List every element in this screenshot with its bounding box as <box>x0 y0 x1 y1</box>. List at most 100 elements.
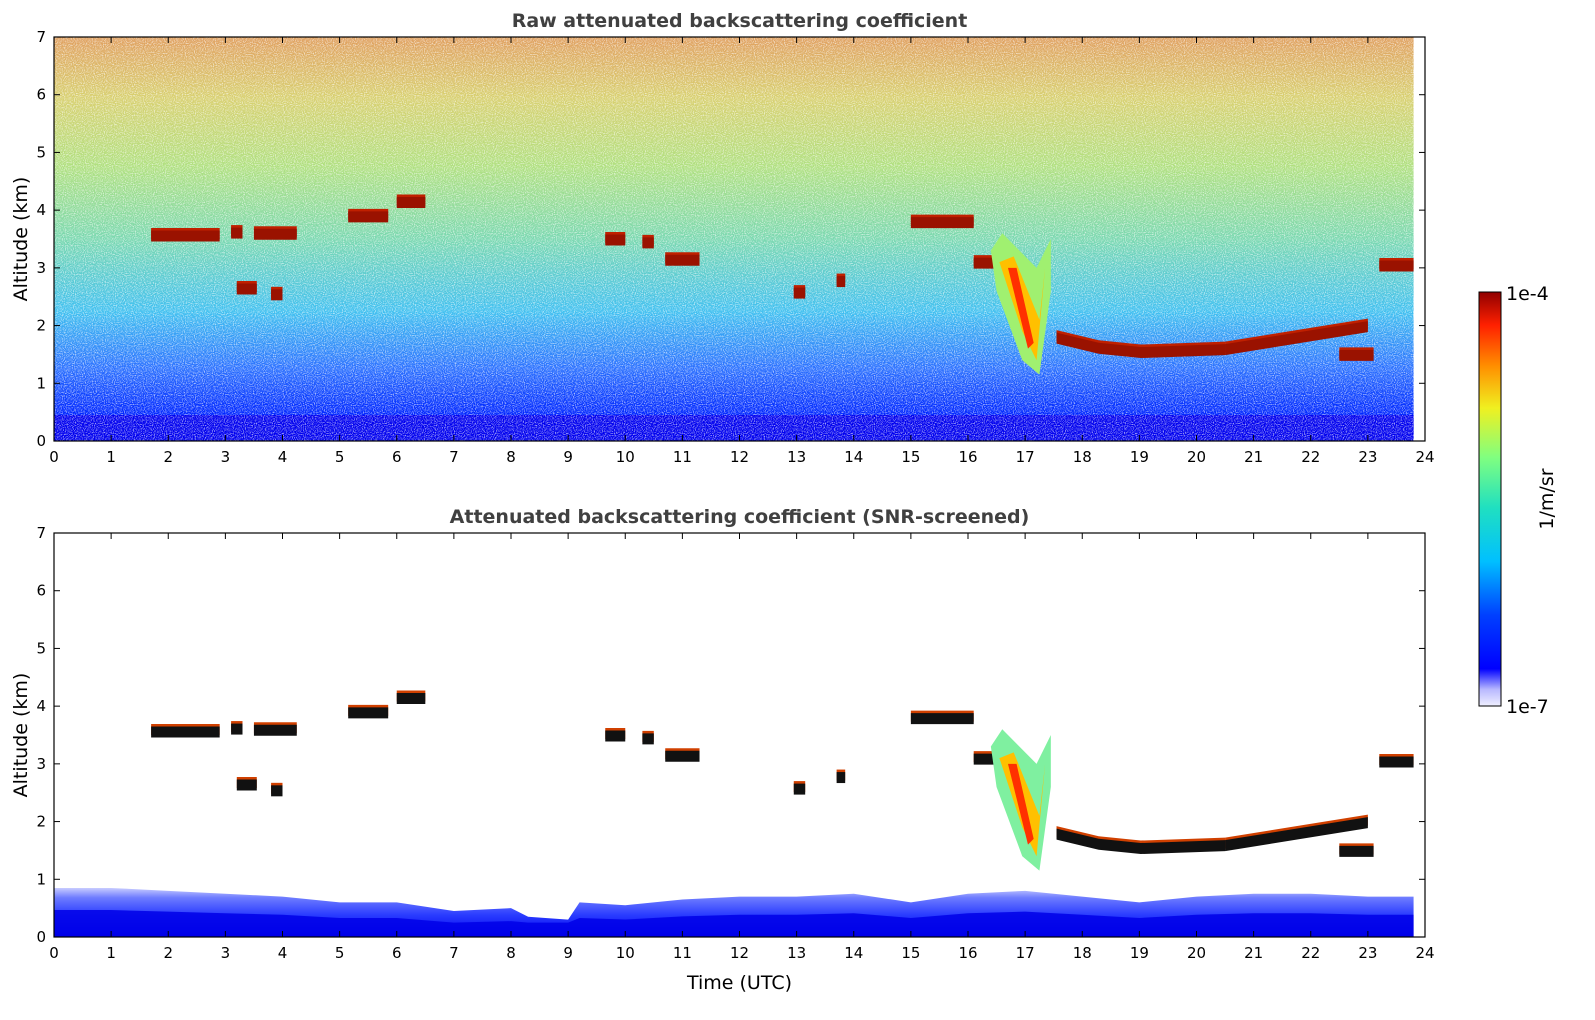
cloud-layer <box>231 227 243 239</box>
cloud-layer <box>665 750 700 762</box>
y-tick-label: 6 <box>36 582 46 600</box>
boundary-layer-core <box>54 910 1414 937</box>
fall-streak-core <box>1007 267 1034 349</box>
y-tick-label: 2 <box>36 317 46 335</box>
x-tick-label: 15 <box>901 944 920 962</box>
colorbar-gradient <box>1478 291 1502 707</box>
x-tick-label: 11 <box>673 448 692 466</box>
cloud-layer <box>836 772 846 784</box>
y-tick-label: 7 <box>36 524 46 542</box>
x-tick-label: 10 <box>616 448 635 466</box>
y-tick-label: 3 <box>36 259 46 277</box>
x-tick-label: 8 <box>506 448 516 466</box>
x-tick-label: 11 <box>673 944 692 962</box>
x-tick-label: 19 <box>1130 448 1149 466</box>
snr-panel-ylabel: Altitude (km) <box>10 673 32 798</box>
x-tick-label: 3 <box>221 944 231 962</box>
x-tick-label: 0 <box>49 944 59 962</box>
cloud-layer <box>665 254 700 266</box>
x-tick-label: 14 <box>844 448 863 466</box>
cloud-layer <box>1056 332 1226 359</box>
cloud-layer <box>1379 756 1414 768</box>
colorbar-max-label: 1e-4 <box>1506 283 1549 305</box>
x-tick-label: 14 <box>844 944 863 962</box>
x-tick-label: 18 <box>1073 448 1092 466</box>
snr-screened-panel: 0 1 2 3 4 5 6 7 8 9 10 11 12 13 14 15 16 17 18 19 20 21 22 23 24… <box>10 506 1435 994</box>
time-axis-label: Time (UTC) <box>686 972 792 994</box>
x-tick-label: 21 <box>1244 944 1263 962</box>
x-tick-label: 8 <box>506 944 516 962</box>
cloud-layer <box>836 276 846 288</box>
x-tick-label: 22 <box>1301 448 1320 466</box>
x-tick-label: 3 <box>221 448 231 466</box>
x-tick-label: 23 <box>1358 944 1377 962</box>
x-tick-label: 24 <box>1415 448 1434 466</box>
y-tick-label: 1 <box>36 374 46 392</box>
raw-panel-ylabel: Altitude (km) <box>10 177 32 302</box>
cloud-layer <box>236 779 257 791</box>
x-tick-label: 9 <box>563 944 573 962</box>
cloud-layer <box>910 713 974 725</box>
cloud-layer <box>793 783 806 795</box>
cloud-layer <box>271 289 283 301</box>
snr-panel-title: Attenuated backscattering coefficient (S… <box>450 506 1030 528</box>
x-tick-label: 4 <box>278 448 288 466</box>
cloud-layer <box>271 785 283 797</box>
x-tick-label: 20 <box>1187 448 1206 466</box>
cloud-layer <box>231 723 243 735</box>
x-tick-label: 23 <box>1358 448 1377 466</box>
x-tick-label: 12 <box>730 448 749 466</box>
x-tick-label: 5 <box>335 944 345 962</box>
cloud-layer <box>236 283 257 295</box>
x-tick-label: 22 <box>1301 944 1320 962</box>
x-tick-label: 12 <box>730 944 749 962</box>
y-tick-label: 1 <box>36 870 46 888</box>
cloud-layer <box>605 730 626 742</box>
cloud-layer <box>642 237 654 249</box>
x-tick-label: 18 <box>1073 944 1092 962</box>
cloud-layer <box>348 211 389 223</box>
cloud-layer <box>605 234 626 246</box>
y-tick-label: 7 <box>36 28 46 46</box>
x-tick-label: 1 <box>106 944 116 962</box>
cloud-layer <box>1225 321 1368 356</box>
y-tick-label: 2 <box>36 813 46 831</box>
raw-panel-axes: 0 1 2 3 4 5 6 7 8 9 10 11 12 13 14 15 16 17 18 19 20 21 22 23 24… <box>36 28 1434 466</box>
raw-panel-title: Raw attenuated backscattering coefficien… <box>512 10 968 32</box>
cloud-layer <box>1379 260 1414 272</box>
y-tick-label: 5 <box>36 639 46 657</box>
y-tick-label: 0 <box>36 432 46 450</box>
cloud-layer <box>1339 845 1374 857</box>
y-tick-label: 3 <box>36 755 46 773</box>
x-tick-label: 19 <box>1130 944 1149 962</box>
x-tick-label: 6 <box>392 448 402 466</box>
colorbar-unit-label: 1/m/sr <box>1536 468 1558 529</box>
snr-panel-axes: 0 1 2 3 4 5 6 7 8 9 10 11 12 13 14 15 16 17 18 19 20 21 22 23 24… <box>36 524 1434 962</box>
x-tick-label: 17 <box>1016 448 1035 466</box>
x-tick-label: 16 <box>958 944 977 962</box>
cloud-layer <box>793 287 806 299</box>
x-tick-label: 7 <box>449 448 459 466</box>
y-tick-label: 5 <box>36 143 46 161</box>
x-tick-label: 7 <box>449 944 459 962</box>
y-tick-label: 6 <box>36 86 46 104</box>
cloud-layer <box>151 726 220 738</box>
cloud-layer <box>910 217 974 229</box>
colorbar-min-label: 1e-7 <box>1506 696 1549 718</box>
x-tick-label: 15 <box>901 448 920 466</box>
x-tick-label: 13 <box>787 944 806 962</box>
snr-screened-field <box>54 690 1414 937</box>
y-tick-label: 4 <box>36 697 46 715</box>
x-tick-label: 2 <box>163 944 173 962</box>
cloud-layer <box>1056 828 1226 855</box>
x-tick-label: 20 <box>1187 944 1206 962</box>
cloud-layer <box>396 196 426 208</box>
x-tick-label: 17 <box>1016 944 1035 962</box>
x-tick-label: 2 <box>163 448 173 466</box>
x-tick-label: 6 <box>392 944 402 962</box>
x-tick-label: 21 <box>1244 448 1263 466</box>
fall-streak-core <box>1007 763 1034 845</box>
cloud-layer <box>348 707 389 719</box>
colorbar: 1e-4 1e-7 1/m/sr <box>1478 283 1558 718</box>
